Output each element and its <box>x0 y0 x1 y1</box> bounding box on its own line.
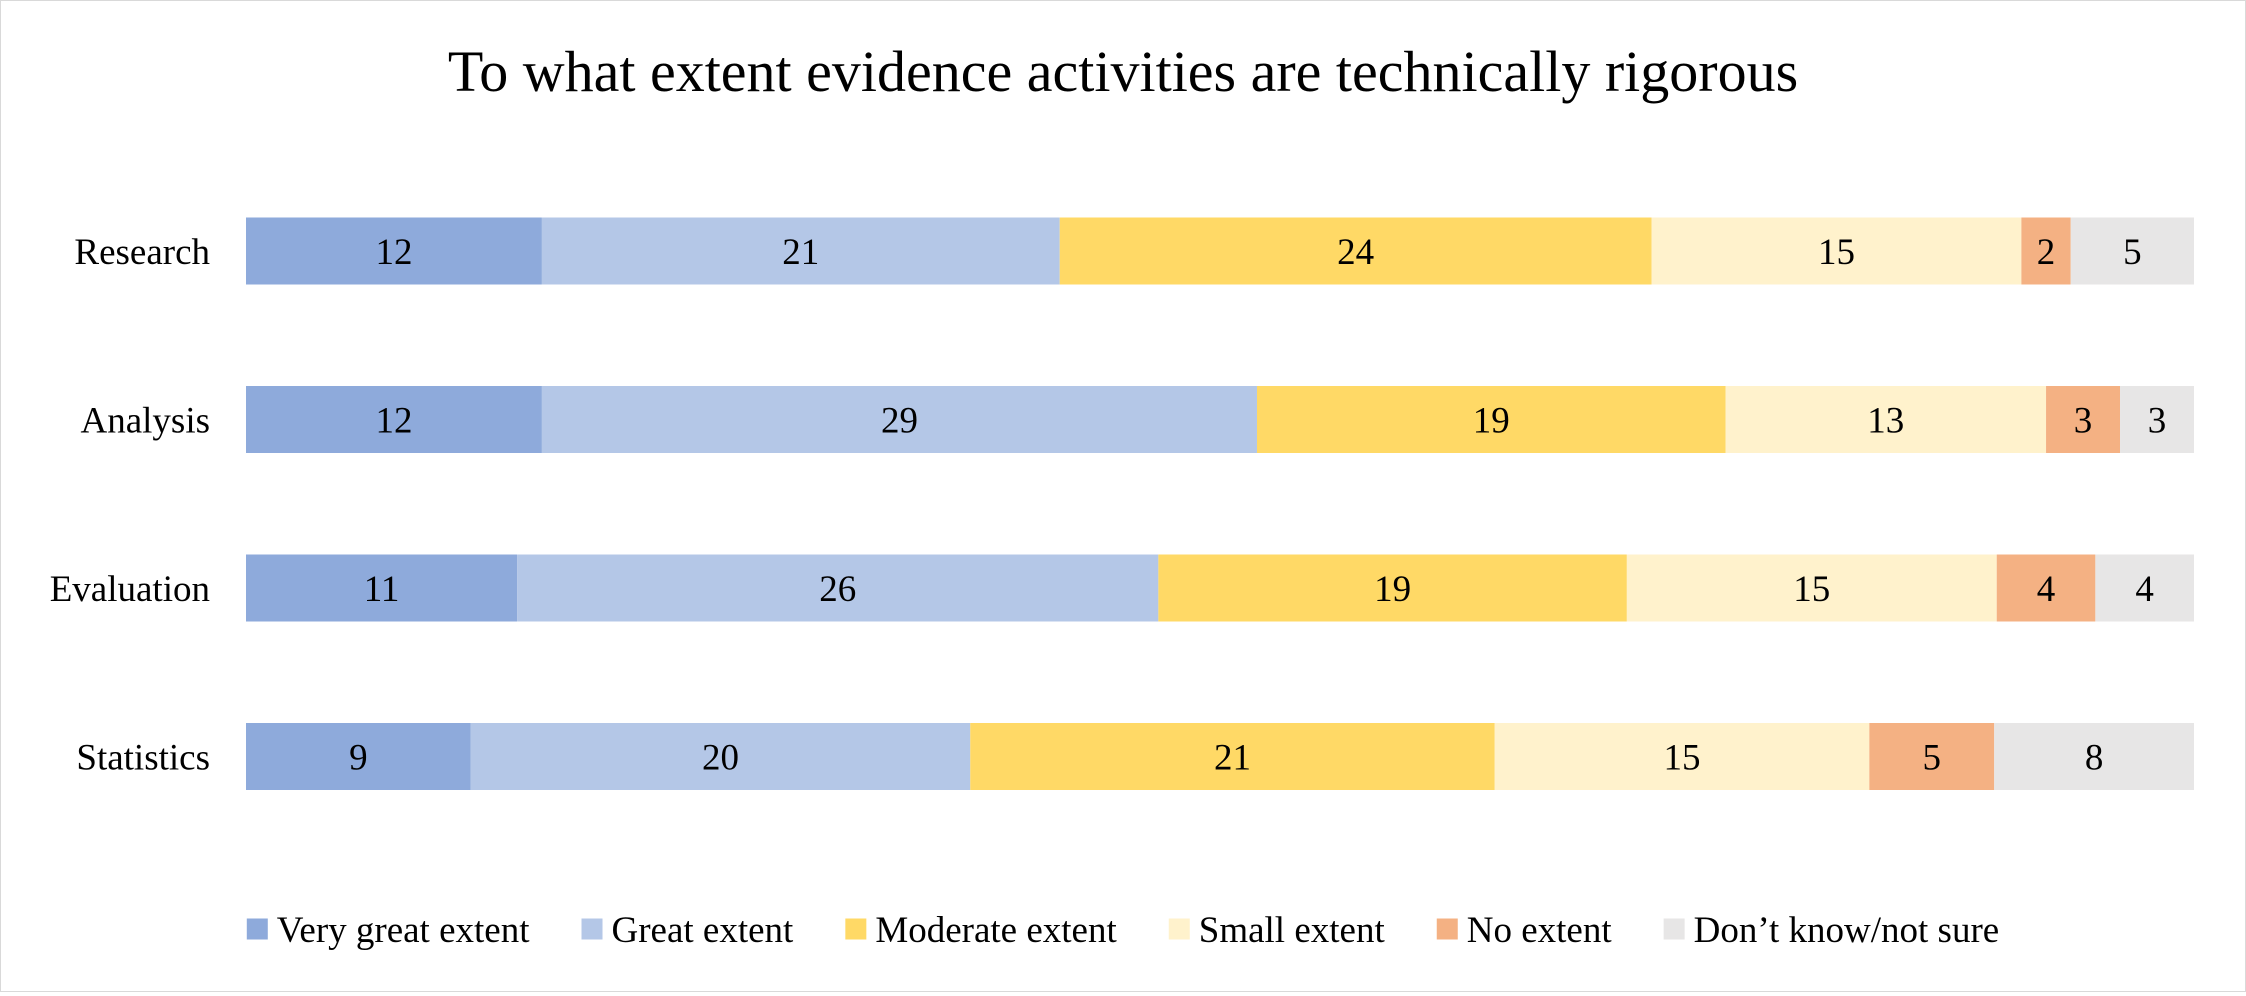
bar-research-no-extent <box>2021 217 2071 285</box>
data-label-statistics-no-extent: 5 <box>1923 738 1942 779</box>
legend-swatch-great-extent <box>581 918 603 940</box>
bar-evaluation-very-great-extent <box>246 554 518 622</box>
bar-evaluation-don-t-know-not-sure <box>2095 554 2194 622</box>
data-label-analysis-moderate-extent: 19 <box>1473 401 1510 442</box>
data-label-research-small-extent: 15 <box>1818 232 1855 273</box>
data-label-evaluation-moderate-extent: 19 <box>1374 569 1411 610</box>
data-label-statistics-don-t-know-not-sure: 8 <box>2085 738 2104 779</box>
data-label-analysis-small-extent: 13 <box>1867 401 1904 442</box>
category-label-statistics: Statistics <box>76 738 210 779</box>
bar-evaluation-small-extent <box>1626 554 1997 622</box>
legend-item-small-extent: Small extent <box>1168 910 1386 951</box>
bar-research-don-t-know-not-sure <box>2070 217 2194 285</box>
data-label-evaluation-great-extent: 26 <box>819 569 856 610</box>
bar-analysis-small-extent <box>1725 386 2047 453</box>
legend-label-don-t-know-not-sure: Don’t know/not sure <box>1694 910 2000 951</box>
data-label-analysis-great-extent: 29 <box>881 401 918 442</box>
legend: Very great extent Great extent Moderate ex… <box>246 910 2000 951</box>
bar-statistics-no-extent <box>1869 723 1995 790</box>
data-label-analysis-don-t-know-not-sure: 3 <box>2148 401 2167 442</box>
data-label-research-no-extent: 2 <box>2037 232 2056 273</box>
data-label-statistics-great-extent: 20 <box>702 738 739 779</box>
data-label-analysis-very-great-extent: 12 <box>375 401 412 442</box>
bar-statistics-moderate-extent <box>970 723 1495 790</box>
legend-swatch-moderate-extent <box>845 918 867 940</box>
bar-statistics-great-extent <box>470 723 971 790</box>
bar-evaluation-moderate-extent <box>1158 554 1627 622</box>
data-label-research-don-t-know-not-sure: 5 <box>2123 232 2142 273</box>
data-label-evaluation-small-extent: 15 <box>1793 569 1830 610</box>
bars-layer: 12 21 24 15 2 5 12 29 19 13 3 3 11 26 19 15 4 4 9 20 21 15 5 8 <box>246 217 2194 790</box>
legend-swatch-no-extent <box>1436 918 1458 940</box>
bar-analysis-don-t-know-not-sure <box>2120 386 2194 453</box>
bar-analysis-very-great-extent <box>246 386 542 453</box>
data-label-research-very-great-extent: 12 <box>375 232 412 273</box>
legend-item-very-great-extent: Very great extent <box>246 910 530 951</box>
data-label-evaluation-no-extent: 4 <box>2037 569 2056 610</box>
category-label-evaluation: Evaluation <box>50 569 210 610</box>
data-label-evaluation-very-great-extent: 11 <box>364 569 400 610</box>
legend-label-very-great-extent: Very great extent <box>277 910 530 951</box>
legend-swatch-don-t-know-not-sure <box>1663 918 1685 940</box>
bar-analysis-no-extent <box>2046 386 2121 453</box>
category-label-research: Research <box>74 232 210 273</box>
legend-item-no-extent: No extent <box>1436 910 1613 951</box>
legend-item-great-extent: Great extent <box>581 910 795 951</box>
data-label-research-great-extent: 21 <box>782 232 819 273</box>
bar-analysis-moderate-extent <box>1256 386 1726 453</box>
data-label-statistics-small-extent: 15 <box>1664 738 1701 779</box>
data-label-evaluation-don-t-know-not-sure: 4 <box>2135 569 2154 610</box>
bar-statistics-don-t-know-not-sure <box>1994 723 2194 790</box>
bar-research-small-extent <box>1651 217 2022 285</box>
bar-evaluation-great-extent <box>517 554 1159 622</box>
legend-label-moderate-extent: Moderate extent <box>875 910 1117 951</box>
bar-analysis-great-extent <box>541 386 1257 453</box>
legend-swatch-small-extent <box>1168 918 1190 940</box>
category-label-analysis: Analysis <box>81 401 211 442</box>
bar-statistics-very-great-extent <box>246 723 471 790</box>
bar-statistics-small-extent <box>1494 723 1870 790</box>
data-label-statistics-moderate-extent: 21 <box>1214 738 1251 779</box>
bar-research-moderate-extent <box>1059 217 1652 285</box>
data-label-analysis-no-extent: 3 <box>2074 401 2093 442</box>
legend-item-don-t-know-not-sure: Don’t know/not sure <box>1663 910 2000 951</box>
chart-title: To what extent evidence activities are t… <box>448 39 1798 104</box>
data-label-statistics-very-great-extent: 9 <box>349 738 368 779</box>
data-label-research-moderate-extent: 24 <box>1337 232 1374 273</box>
legend-label-small-extent: Small extent <box>1199 910 1386 951</box>
legend-item-moderate-extent: Moderate extent <box>845 910 1117 951</box>
bar-evaluation-no-extent <box>1996 554 2096 622</box>
bar-research-great-extent <box>541 217 1060 285</box>
legend-label-no-extent: No extent <box>1467 910 1613 951</box>
bar-research-very-great-extent <box>246 217 542 285</box>
legend-label-great-extent: Great extent <box>612 910 795 951</box>
legend-swatch-very-great-extent <box>246 918 268 940</box>
category-labels: Research Analysis Evaluation Statistics <box>50 232 211 779</box>
